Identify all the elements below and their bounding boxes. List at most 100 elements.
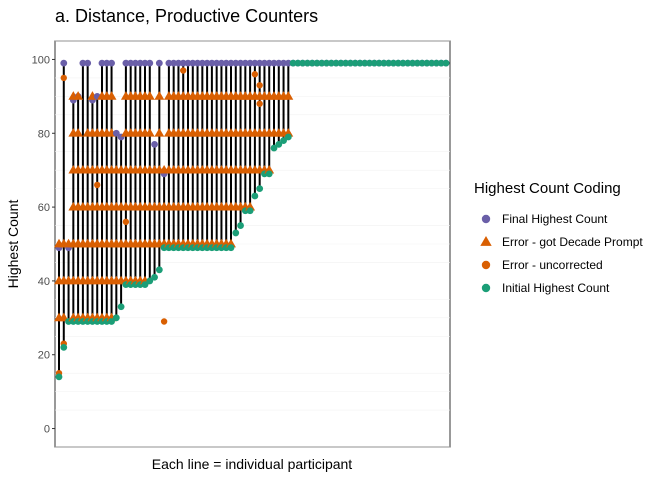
chart-title: a. Distance, Productive Counters bbox=[55, 6, 318, 26]
final-count-point bbox=[112, 129, 120, 137]
uncorrected-error-point bbox=[180, 67, 187, 74]
legend-item: Initial Highest Count bbox=[474, 276, 643, 299]
initial-count-point bbox=[342, 59, 350, 67]
initial-count-point bbox=[313, 59, 321, 67]
y-tick-label: 60 bbox=[38, 202, 50, 214]
decade-prompt-error-point bbox=[226, 238, 236, 248]
final-count-point bbox=[203, 59, 211, 67]
legend-triangle-icon bbox=[480, 235, 492, 246]
decade-prompt-error-point bbox=[264, 164, 275, 174]
initial-count-point bbox=[289, 59, 297, 67]
final-count-point bbox=[132, 59, 139, 67]
initial-count-point bbox=[237, 222, 244, 229]
decade-prompt-error-point bbox=[283, 91, 294, 100]
initial-count-point bbox=[251, 192, 259, 200]
final-count-point bbox=[184, 59, 192, 67]
uncorrected-error-point bbox=[60, 74, 67, 82]
legend-circle-icon bbox=[481, 214, 491, 223]
uncorrected-error-point bbox=[122, 218, 130, 226]
final-count-point bbox=[237, 59, 244, 67]
initial-count-point bbox=[299, 59, 307, 67]
legend-items: Final Highest Count Error - got Decade Pr… bbox=[474, 207, 643, 299]
final-count-point bbox=[170, 59, 178, 67]
initial-count-point bbox=[428, 59, 436, 67]
initial-count-point bbox=[390, 59, 397, 67]
y-tick-label: 20 bbox=[38, 350, 50, 362]
final-count-point bbox=[256, 59, 264, 67]
initial-count-point bbox=[284, 133, 292, 141]
final-count-point bbox=[222, 59, 230, 67]
final-count-point bbox=[98, 59, 106, 67]
initial-count-point bbox=[323, 59, 330, 67]
initial-count-point bbox=[304, 59, 311, 67]
initial-count-point bbox=[399, 59, 407, 67]
initial-count-point bbox=[60, 343, 68, 351]
final-count-point bbox=[265, 59, 273, 67]
initial-count-point bbox=[442, 59, 450, 67]
final-count-point bbox=[270, 59, 278, 67]
final-count-point bbox=[79, 59, 87, 67]
decade-prompt-error-point bbox=[283, 128, 294, 137]
final-count-point bbox=[165, 59, 173, 67]
initial-count-point bbox=[151, 273, 158, 281]
initial-count-point bbox=[413, 59, 421, 67]
final-count-point bbox=[232, 59, 240, 67]
decade-prompt-error-point bbox=[73, 128, 84, 137]
legend-item: Error - got Decade Prompt bbox=[474, 230, 643, 253]
initial-count-point bbox=[318, 59, 326, 67]
final-count-point bbox=[284, 59, 292, 67]
initial-count-point bbox=[275, 140, 283, 148]
final-count-point bbox=[84, 59, 92, 67]
legend-label: Error - got Decade Prompt bbox=[502, 234, 643, 249]
initial-count-point bbox=[256, 185, 264, 193]
final-count-point bbox=[108, 59, 115, 67]
y-tick-label: 40 bbox=[38, 276, 50, 288]
final-count-point bbox=[141, 59, 149, 67]
initial-count-point bbox=[146, 277, 154, 285]
initial-count-point bbox=[418, 59, 426, 67]
initial-count-point bbox=[404, 59, 412, 67]
uncorrected-error-point bbox=[160, 318, 168, 325]
final-count-point bbox=[127, 59, 135, 67]
initial-count-point bbox=[423, 59, 431, 67]
final-count-point bbox=[194, 59, 201, 67]
legend-circle-icon bbox=[481, 260, 491, 269]
final-count-point bbox=[189, 59, 197, 67]
final-count-point bbox=[60, 59, 68, 67]
initial-count-point bbox=[280, 137, 287, 145]
initial-count-point bbox=[232, 229, 240, 237]
legend-key bbox=[481, 260, 491, 269]
initial-count-point bbox=[117, 303, 125, 311]
legend-label: Final Highest Count bbox=[502, 211, 608, 226]
initial-count-point bbox=[112, 314, 120, 322]
data-points bbox=[54, 59, 450, 381]
decade-prompt-error-point bbox=[154, 128, 165, 137]
legend-label: Initial Highest Count bbox=[502, 280, 610, 295]
initial-count-point bbox=[433, 59, 440, 67]
final-count-point bbox=[175, 59, 182, 67]
legend-key bbox=[480, 235, 492, 246]
decade-prompt-error-point bbox=[144, 91, 155, 100]
legend-label: Error - uncorrected bbox=[502, 257, 603, 272]
initial-count-point bbox=[270, 144, 278, 152]
initial-count-point bbox=[380, 59, 388, 67]
legend-item: Error - uncorrected bbox=[474, 253, 643, 276]
initial-count-point bbox=[327, 59, 335, 67]
y-tick-label: 100 bbox=[32, 54, 50, 66]
decade-prompt-error-point bbox=[73, 91, 84, 100]
initial-count-point bbox=[155, 266, 163, 274]
final-count-point bbox=[275, 59, 283, 67]
decade-prompt-error-point bbox=[144, 128, 155, 137]
final-count-point bbox=[198, 59, 206, 67]
final-count-point bbox=[241, 59, 249, 67]
y-axis-ticks: 0 20 40 60 80 100 bbox=[32, 54, 55, 436]
legend-key bbox=[481, 214, 491, 223]
final-count-point bbox=[136, 59, 144, 67]
initial-count-point bbox=[385, 59, 393, 67]
initial-count-point bbox=[370, 59, 378, 67]
initial-count-point bbox=[437, 59, 445, 67]
uncorrected-error-point bbox=[256, 100, 263, 107]
final-count-point bbox=[122, 59, 130, 67]
legend-circle-icon bbox=[481, 283, 491, 292]
